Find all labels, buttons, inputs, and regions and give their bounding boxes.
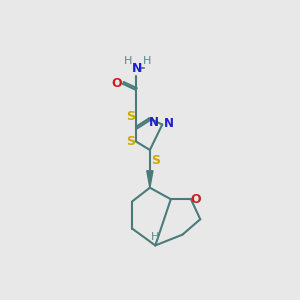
Text: S: S xyxy=(151,154,160,167)
Text: N: N xyxy=(164,116,173,130)
Text: H: H xyxy=(124,56,132,66)
Text: N: N xyxy=(131,62,142,75)
Text: H: H xyxy=(142,56,151,66)
Text: O: O xyxy=(190,193,201,206)
Text: S: S xyxy=(126,135,135,148)
Text: S: S xyxy=(126,110,135,123)
Text: O: O xyxy=(111,77,122,90)
Text: H: H xyxy=(151,232,160,242)
Text: N: N xyxy=(149,116,159,129)
Polygon shape xyxy=(147,171,153,188)
